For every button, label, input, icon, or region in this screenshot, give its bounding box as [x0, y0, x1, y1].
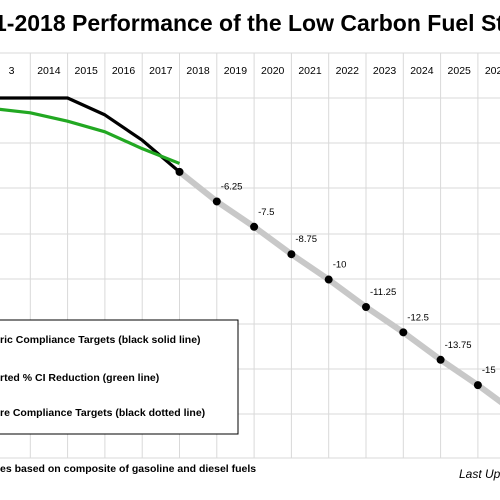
x-tick-label: 2020: [261, 65, 285, 77]
series-line-1: [0, 107, 181, 165]
data-label: -8.75: [295, 234, 317, 245]
x-tick-label: 3: [9, 65, 15, 77]
data-label: -11.25: [370, 287, 396, 298]
series-point: [324, 275, 333, 284]
x-axis-tick-labels: 3 2014 2015 2016 2017 2018 2019 2020 2021 2022 202…: [9, 65, 500, 77]
x-tick-label: 2023: [373, 65, 397, 77]
series-point: [399, 328, 408, 337]
series-point: [175, 167, 184, 176]
legend: ric Compliance Targets (black solid line…: [0, 319, 239, 435]
x-tick-label: 2026: [485, 65, 500, 77]
x-tick-label: 2024: [410, 65, 434, 77]
series-layer: [0, 96, 500, 406]
x-tick-label: 2021: [298, 65, 322, 77]
x-tick-label: 2025: [448, 65, 472, 77]
series-point: [287, 250, 296, 259]
data-label: -12.5: [407, 312, 429, 323]
chart-title: 1-2018 Performance of the Low Carbon Fue…: [0, 10, 500, 36]
legend-entry-reported: rted % CI Reduction (green line): [0, 372, 159, 384]
legend-entry-historic: ric Compliance Targets (black solid line…: [0, 334, 201, 346]
x-tick-label: 2015: [75, 65, 99, 77]
x-tick-label: 2016: [112, 65, 136, 77]
series-line-2: [177, 169, 500, 406]
x-tick-label: 2022: [336, 65, 360, 77]
series-line-0: [0, 96, 181, 174]
data-label: -10: [333, 260, 347, 271]
series-point: [212, 197, 221, 206]
last-updated-label: Last Up: [459, 467, 500, 481]
series-point: [362, 303, 370, 311]
data-label: -6.25: [221, 181, 243, 192]
x-tick-label: 2019: [224, 65, 248, 77]
x-tick-label: 2014: [37, 65, 61, 77]
series-point: [473, 381, 482, 390]
legend-entry-future: re Compliance Targets (black dotted line…: [0, 407, 205, 419]
data-labels: -6.25 -7.5 -8.75 -10 -11.25 -12.5 -13.75 -15: [221, 181, 496, 376]
data-label: -13.75: [445, 340, 472, 351]
data-label: -7.5: [258, 207, 274, 218]
x-tick-label: 2017: [149, 65, 173, 77]
x-tick-label: 2018: [186, 65, 210, 77]
series-point: [436, 355, 445, 364]
legend-box: [0, 319, 239, 435]
data-label: -15: [482, 365, 496, 376]
footnote: es based on composite of gasoline and di…: [0, 463, 256, 475]
series-point: [250, 222, 259, 231]
